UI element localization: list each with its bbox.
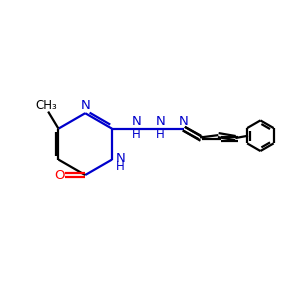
Text: H: H [116, 160, 124, 173]
Text: N: N [80, 99, 90, 112]
Text: N: N [155, 116, 165, 128]
Text: N: N [179, 116, 189, 128]
Text: N: N [131, 116, 141, 128]
Text: O: O [54, 169, 64, 182]
Text: H: H [132, 128, 140, 141]
Text: H: H [156, 128, 165, 141]
Text: N: N [116, 152, 125, 165]
Text: CH₃: CH₃ [35, 99, 57, 112]
